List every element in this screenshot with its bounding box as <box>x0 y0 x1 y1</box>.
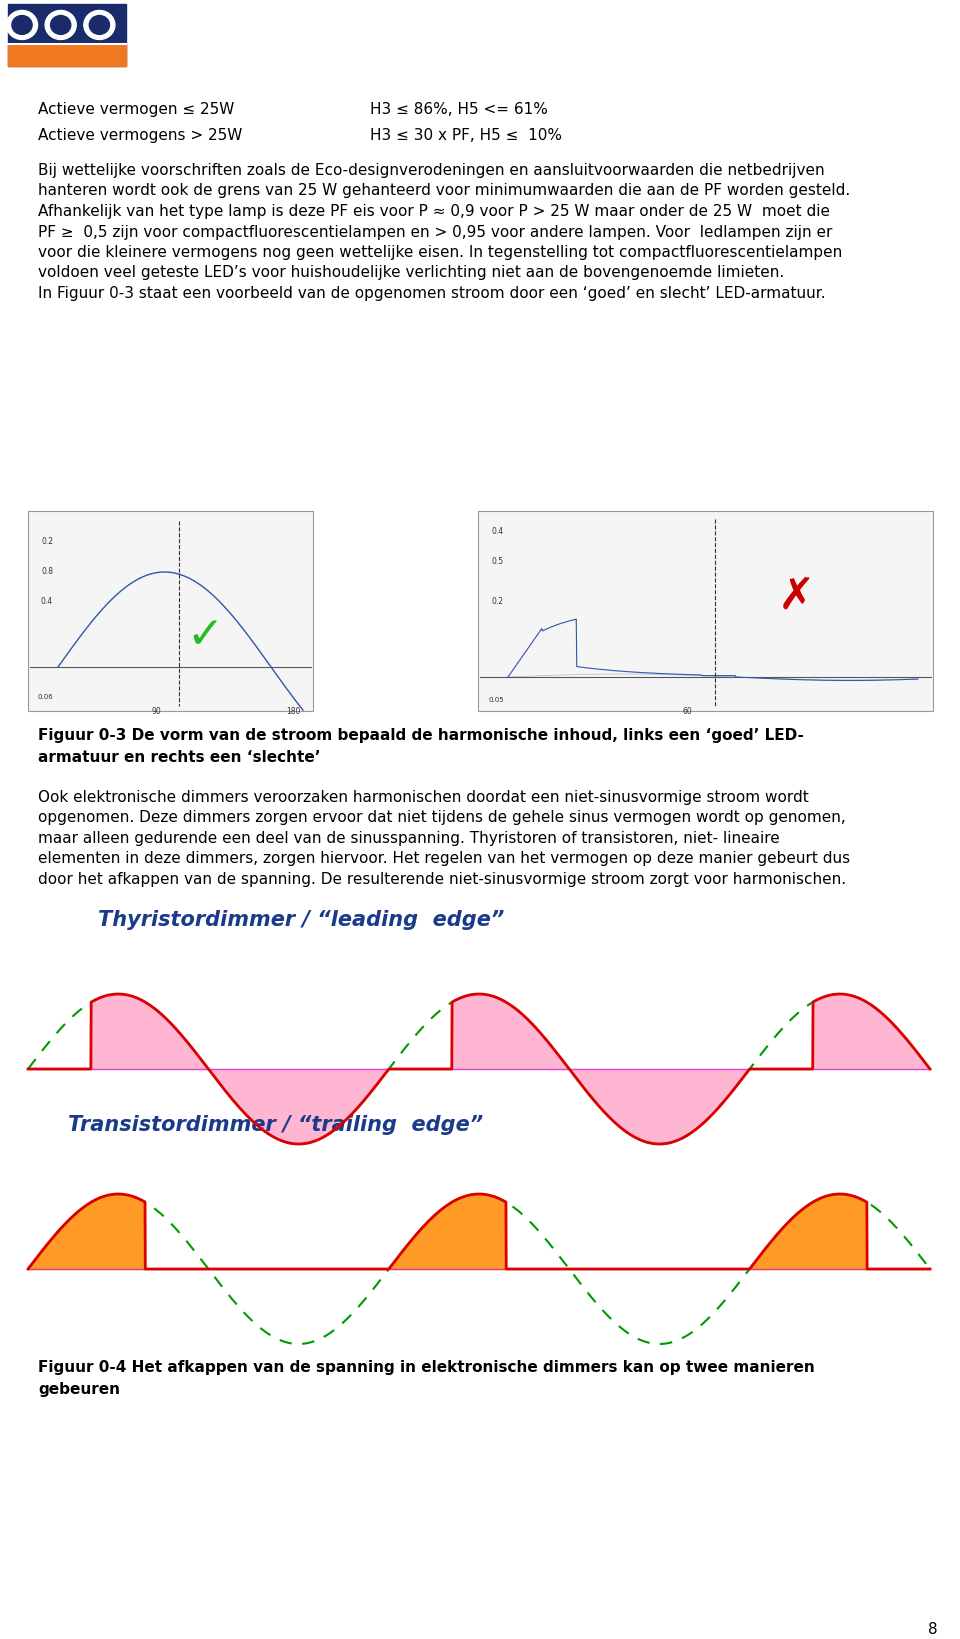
Text: opgenomen. Deze dimmers zorgen ervoor dat niet tijdens de gehele sinus vermogen : opgenomen. Deze dimmers zorgen ervoor da… <box>38 810 846 824</box>
Text: 0.5: 0.5 <box>492 557 504 565</box>
Text: 180: 180 <box>286 706 300 716</box>
Text: 0.2: 0.2 <box>492 597 504 606</box>
Text: PF ≥  0,5 zijn voor compactfluorescentielampen en > 0,95 voor andere lampen. Voo: PF ≥ 0,5 zijn voor compactfluorescentiel… <box>38 225 832 239</box>
Bar <box>28 511 313 711</box>
Text: elementen in deze dimmers, zorgen hiervoor. Het regelen van het vermogen op deze: elementen in deze dimmers, zorgen hiervo… <box>38 851 851 865</box>
Text: 0.06: 0.06 <box>37 693 53 700</box>
Text: door het afkappen van de spanning. De resulterende niet-sinusvormige stroom zorg: door het afkappen van de spanning. De re… <box>38 872 846 887</box>
Text: Figuur 0-4 Het afkappen van de spanning in elektronische dimmers kan op twee man: Figuur 0-4 Het afkappen van de spanning … <box>38 1359 815 1373</box>
Ellipse shape <box>45 11 76 41</box>
Text: Thyristordimmer / “leading  edge”: Thyristordimmer / “leading edge” <box>98 910 504 929</box>
Ellipse shape <box>12 16 32 36</box>
Text: 90: 90 <box>152 706 161 716</box>
Text: 0.05: 0.05 <box>489 697 504 703</box>
Bar <box>8 5 126 67</box>
Text: 0.8: 0.8 <box>41 567 53 577</box>
Text: 0.4: 0.4 <box>41 597 53 606</box>
Text: voor die kleinere vermogens nog geen wettelijke eisen. In tegenstelling tot comp: voor die kleinere vermogens nog geen wet… <box>38 244 842 261</box>
Ellipse shape <box>7 11 37 41</box>
Text: voldoen veel geteste LED’s voor huishoudelijke verlichting niet aan de bovengeno: voldoen veel geteste LED’s voor huishoud… <box>38 266 784 280</box>
Text: Actieve vermogen ≤ 25W: Actieve vermogen ≤ 25W <box>38 102 234 116</box>
Bar <box>8 46 126 67</box>
Text: Afhankelijk van het type lamp is deze PF eis voor P ≈ 0,9 voor P > 25 W maar ond: Afhankelijk van het type lamp is deze PF… <box>38 203 830 220</box>
Text: armatuur en rechts een ‘slechte’: armatuur en rechts een ‘slechte’ <box>38 749 321 764</box>
Ellipse shape <box>51 16 71 36</box>
Text: gebeuren: gebeuren <box>38 1382 120 1396</box>
Text: Actieve vermogens > 25W: Actieve vermogens > 25W <box>38 128 242 143</box>
Text: 8: 8 <box>928 1621 938 1636</box>
Text: maar alleen gedurende een deel van de sinusspanning. Thyristoren of transistoren: maar alleen gedurende een deel van de si… <box>38 831 780 846</box>
Text: H3 ≤ 30 x PF, H5 ≤  10%: H3 ≤ 30 x PF, H5 ≤ 10% <box>370 128 562 143</box>
Text: 60: 60 <box>683 706 692 716</box>
Text: Ook elektronische dimmers veroorzaken harmonischen doordat een niet-sinusvormige: Ook elektronische dimmers veroorzaken ha… <box>38 790 808 805</box>
Ellipse shape <box>89 16 109 36</box>
Text: 0.4: 0.4 <box>492 528 504 536</box>
Text: 0.2: 0.2 <box>41 538 53 546</box>
Text: ✗: ✗ <box>778 574 815 618</box>
Text: In Figuur 0-3 staat een voorbeeld van de opgenomen stroom door een ‘goed’ en sle: In Figuur 0-3 staat een voorbeeld van de… <box>38 285 826 302</box>
Ellipse shape <box>84 11 115 41</box>
Bar <box>478 511 933 711</box>
Text: hanteren wordt ook de grens van 25 W gehanteerd voor minimumwaarden die aan de P: hanteren wordt ook de grens van 25 W geh… <box>38 184 851 198</box>
Text: Bij wettelijke voorschriften zoals de Eco-designverodeningen en aansluitvoorwaar: Bij wettelijke voorschriften zoals de Ec… <box>38 162 825 179</box>
Text: ✓: ✓ <box>186 615 224 657</box>
Text: Figuur 0-3 De vorm van de stroom bepaald de harmonische inhoud, links een ‘goed’: Figuur 0-3 De vorm van de stroom bepaald… <box>38 728 804 742</box>
Text: Transistordimmer / “trailing  edge”: Transistordimmer / “trailing edge” <box>68 1115 483 1134</box>
Text: H3 ≤ 86%, H5 <= 61%: H3 ≤ 86%, H5 <= 61% <box>370 102 548 116</box>
